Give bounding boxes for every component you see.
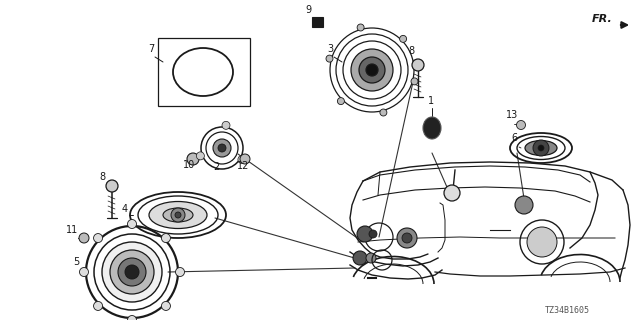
Circle shape (399, 36, 406, 42)
Bar (312, 17, 323, 27)
Circle shape (213, 139, 231, 157)
Circle shape (380, 109, 387, 116)
Ellipse shape (163, 208, 193, 222)
Circle shape (527, 227, 557, 257)
Text: 4: 4 (122, 204, 128, 214)
Circle shape (369, 230, 377, 238)
Text: 7: 7 (148, 44, 154, 54)
Circle shape (93, 301, 102, 310)
Bar (158, 38, 250, 106)
Circle shape (366, 64, 378, 76)
Circle shape (93, 234, 102, 243)
Circle shape (102, 242, 162, 302)
Circle shape (118, 258, 146, 286)
Circle shape (515, 196, 533, 214)
Circle shape (175, 212, 181, 218)
Circle shape (444, 185, 460, 201)
Text: 6: 6 (511, 133, 517, 143)
Circle shape (538, 145, 544, 151)
Circle shape (357, 24, 364, 31)
Circle shape (359, 57, 385, 83)
Circle shape (353, 251, 367, 265)
Circle shape (79, 233, 89, 243)
Ellipse shape (149, 202, 207, 228)
Circle shape (240, 154, 250, 164)
Text: 1: 1 (428, 96, 434, 106)
Circle shape (402, 233, 412, 243)
Circle shape (357, 226, 373, 242)
Circle shape (411, 78, 418, 85)
Circle shape (351, 49, 393, 91)
Text: TZ34B1605: TZ34B1605 (545, 306, 590, 315)
Circle shape (187, 153, 199, 165)
Circle shape (222, 121, 230, 129)
Circle shape (412, 59, 424, 71)
Text: 10: 10 (183, 160, 195, 170)
Text: 9: 9 (305, 5, 311, 15)
Circle shape (110, 250, 154, 294)
Text: FR.: FR. (592, 14, 612, 24)
Text: 8: 8 (408, 46, 414, 56)
Circle shape (79, 268, 88, 276)
Text: 8: 8 (99, 172, 105, 182)
Ellipse shape (525, 140, 557, 156)
Circle shape (326, 55, 333, 62)
Text: 3: 3 (327, 44, 333, 54)
Circle shape (516, 121, 525, 130)
Circle shape (238, 156, 246, 164)
Text: 2: 2 (213, 162, 220, 172)
Circle shape (127, 316, 136, 320)
Circle shape (366, 253, 376, 263)
Text: 13: 13 (506, 110, 518, 120)
Circle shape (533, 140, 549, 156)
Circle shape (171, 208, 185, 222)
Circle shape (161, 234, 170, 243)
Circle shape (397, 228, 417, 248)
Circle shape (175, 268, 184, 276)
Circle shape (106, 180, 118, 192)
Circle shape (196, 152, 204, 160)
Ellipse shape (423, 117, 441, 139)
Circle shape (337, 98, 344, 105)
Circle shape (125, 265, 139, 279)
Circle shape (218, 144, 226, 152)
Circle shape (161, 301, 170, 310)
Text: 11: 11 (66, 225, 78, 235)
Circle shape (127, 220, 136, 228)
Text: 12: 12 (237, 161, 250, 171)
Text: 5: 5 (73, 257, 79, 267)
